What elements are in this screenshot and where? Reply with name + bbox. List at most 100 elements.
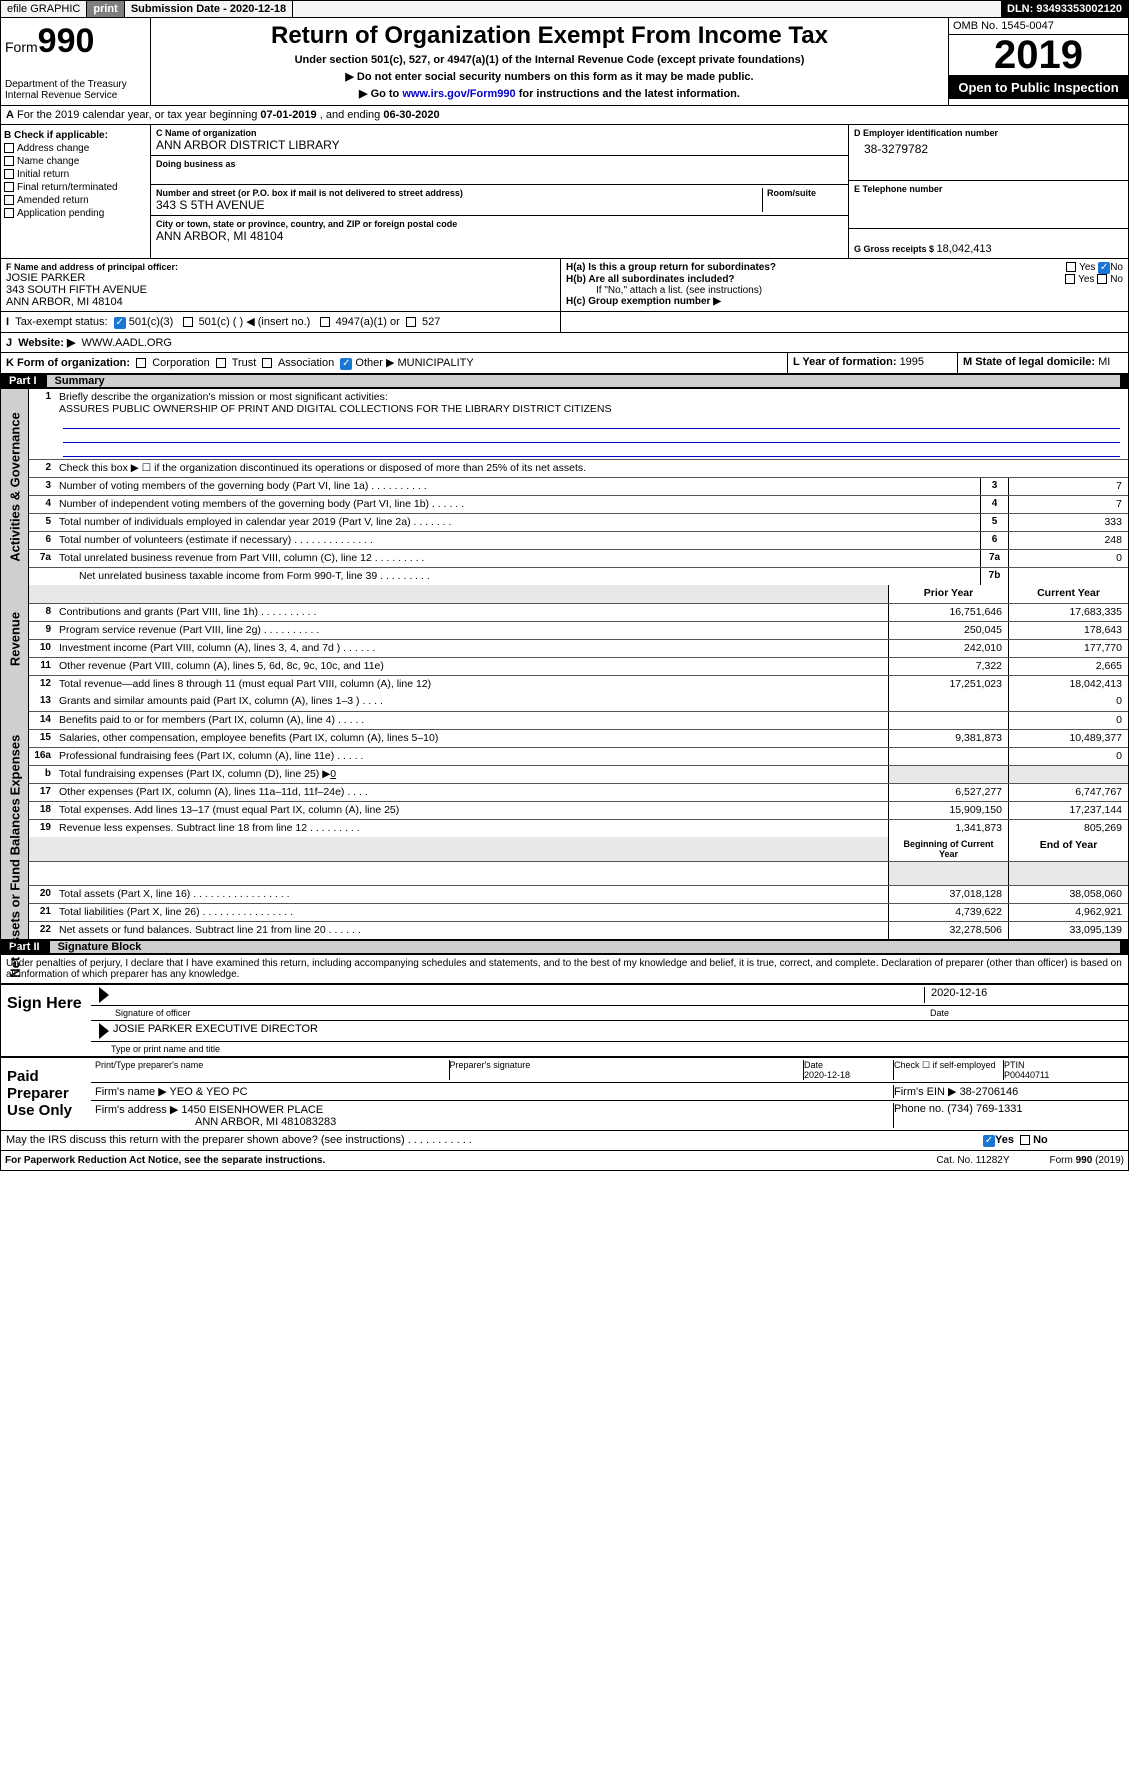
p10: 242,010 (888, 640, 1008, 657)
line-21: Total liabilities (Part X, line 26) . . … (55, 904, 888, 921)
box-l: L Year of formation: 1995 (788, 353, 958, 373)
box-b-header: B Check if applicable: (4, 130, 108, 141)
line-20: Total assets (Part X, line 16) . . . . .… (55, 886, 888, 903)
val-7b (1008, 568, 1128, 585)
p19: 1,341,873 (888, 820, 1008, 837)
period-row: A For the 2019 calendar year, or tax yea… (1, 105, 1128, 124)
line-5: Total number of individuals employed in … (55, 514, 980, 531)
p8: 16,751,646 (888, 604, 1008, 621)
expenses-section: Expenses 13Grants and similar amounts pa… (1, 693, 1128, 837)
sig-officer-label: Signature of officer (95, 1008, 924, 1018)
p9: 250,045 (888, 622, 1008, 639)
self-employed-check[interactable]: Check ☐ if self-employed (894, 1060, 1004, 1080)
col-prior: Prior Year (888, 585, 1008, 603)
street: 343 S 5TH AVENUE (156, 198, 762, 212)
line-15: Salaries, other compensation, employee b… (55, 730, 888, 747)
p14 (888, 712, 1008, 729)
p15: 9,381,873 (888, 730, 1008, 747)
ha-label: H(a) Is this a group return for subordin… (566, 262, 776, 273)
line-10: Investment income (Part VIII, column (A)… (55, 640, 888, 657)
typed-name-label: Type or print name and title (91, 1042, 1128, 1056)
box-k: K Form of organization: Corporation Trus… (1, 353, 788, 373)
c14: 0 (1008, 712, 1128, 729)
print-button[interactable]: print (87, 1, 124, 17)
c16b (1008, 766, 1128, 783)
governance-section: Activities & Governance 1Briefly describ… (1, 389, 1128, 585)
ein-label: D Employer identification number (854, 128, 1123, 138)
line-7b: Net unrelated business taxable income fr… (55, 568, 980, 585)
p16a (888, 748, 1008, 765)
pra-notice: For Paperwork Reduction Act Notice, see … (5, 1155, 325, 1166)
form-title: Return of Organization Exempt From Incom… (159, 22, 940, 50)
c13: 0 (1008, 693, 1128, 711)
col-eoy: End of Year (1008, 837, 1128, 861)
cb-address-change[interactable]: Address change (4, 143, 147, 154)
cb-final-return[interactable]: Final return/terminated (4, 182, 147, 193)
val-7a: 0 (1008, 550, 1128, 567)
line-8: Contributions and grants (Part VIII, lin… (55, 604, 888, 621)
header-center: Return of Organization Exempt From Incom… (151, 18, 948, 105)
val-6: 248 (1008, 532, 1128, 549)
officer-name: JOSIE PARKER (6, 272, 555, 284)
firm-phone: (734) 769-1331 (947, 1103, 1022, 1115)
sign-here-block: Sign Here 2020-12-16 Signature of office… (1, 983, 1128, 1056)
line-16b: Total fundraising expenses (Part IX, col… (55, 766, 888, 783)
val-4: 7 (1008, 496, 1128, 513)
firm-name: YEO & YEO PC (170, 1086, 248, 1098)
line-17: Other expenses (Part IX, column (A), lin… (55, 784, 888, 801)
top-bar: efile GRAPHIC print Submission Date - 20… (0, 0, 1129, 18)
perjury-text: Under penalties of perjury, I declare th… (1, 955, 1128, 983)
dept-treasury: Department of the Treasury Internal Reve… (5, 79, 146, 101)
firm-ein: 38-2706146 (960, 1086, 1019, 1098)
box-b: B Check if applicable: Address change Na… (1, 125, 151, 258)
cb-name-change[interactable]: Name change (4, 156, 147, 167)
box-m: M State of legal domicile: MI (958, 353, 1128, 373)
open-to-public: Open to Public Inspection (949, 76, 1128, 99)
c10: 177,770 (1008, 640, 1128, 657)
form-header: Form990 Department of the Treasury Inter… (1, 18, 1128, 105)
vtab-governance: Activities & Governance (1, 389, 29, 585)
cb-application-pending[interactable]: Application pending (4, 208, 147, 219)
p16b (888, 766, 1008, 783)
firm-addr1: 1450 EISENHOWER PLACE (181, 1104, 323, 1116)
sig-date-label: Date (924, 1008, 1124, 1018)
firm-name-label: Firm's name ▶ (95, 1086, 170, 1098)
line-11: Other revenue (Part VIII, column (A), li… (55, 658, 888, 675)
org-name: ANN ARBOR DISTRICT LIBRARY (156, 138, 843, 152)
cb-initial-return[interactable]: Initial return (4, 169, 147, 180)
line-7a: Total unrelated business revenue from Pa… (55, 550, 980, 567)
line-3: Number of voting members of the governin… (55, 478, 980, 495)
officer-label: F Name and address of principal officer: (6, 262, 555, 272)
line-9: Program service revenue (Part VIII, line… (55, 622, 888, 639)
line-13: Grants and similar amounts paid (Part IX… (55, 693, 888, 711)
firm-addr-label: Firm's address ▶ (95, 1104, 181, 1116)
website-value: WWW.AADL.ORG (82, 337, 172, 349)
p12: 17,251,023 (888, 676, 1008, 693)
part1-header: Part ISummary (1, 373, 1128, 389)
netassets-section: Net Assets or Fund Balances Beginning of… (1, 837, 1128, 939)
phone-label: E Telephone number (854, 184, 1123, 194)
box-i: I Tax-exempt status: ✓ 501(c)(3) 501(c) … (1, 312, 561, 332)
gross-receipts-value: 18,042,413 (937, 243, 992, 255)
row-klm: K Form of organization: Corporation Trus… (1, 352, 1128, 373)
val-5: 333 (1008, 514, 1128, 531)
subtitle-1: Under section 501(c), 527, or 4947(a)(1)… (159, 54, 940, 66)
paid-preparer-block: Paid Preparer Use Only Print/Type prepar… (1, 1056, 1128, 1130)
paid-preparer-label: Paid Preparer Use Only (1, 1058, 91, 1130)
col-boy: Beginning of Current Year (888, 837, 1008, 861)
irs-link[interactable]: www.irs.gov/Form990 (402, 88, 515, 100)
sign-date: 2020-12-16 (931, 987, 987, 999)
header-right: OMB No. 1545-0047 2019 Open to Public In… (948, 18, 1128, 105)
line-6: Total number of volunteers (estimate if … (55, 532, 980, 549)
gross-receipts-label: G Gross receipts $ (854, 244, 937, 254)
line-2: Check this box ▶ ☐ if the organization d… (55, 460, 1128, 477)
form-main: Form990 Department of the Treasury Inter… (0, 18, 1129, 1171)
cb-amended-return[interactable]: Amended return (4, 195, 147, 206)
officer-addr1: 343 SOUTH FIFTH AVENUE (6, 284, 555, 296)
box-deg: D Employer identification number 38-3279… (848, 125, 1128, 258)
firm-ein-label: Firm's EIN ▶ (894, 1086, 960, 1098)
c20: 38,058,060 (1008, 886, 1128, 903)
c17: 6,747,767 (1008, 784, 1128, 801)
c16a: 0 (1008, 748, 1128, 765)
box-c: C Name of organization ANN ARBOR DISTRIC… (151, 125, 848, 258)
